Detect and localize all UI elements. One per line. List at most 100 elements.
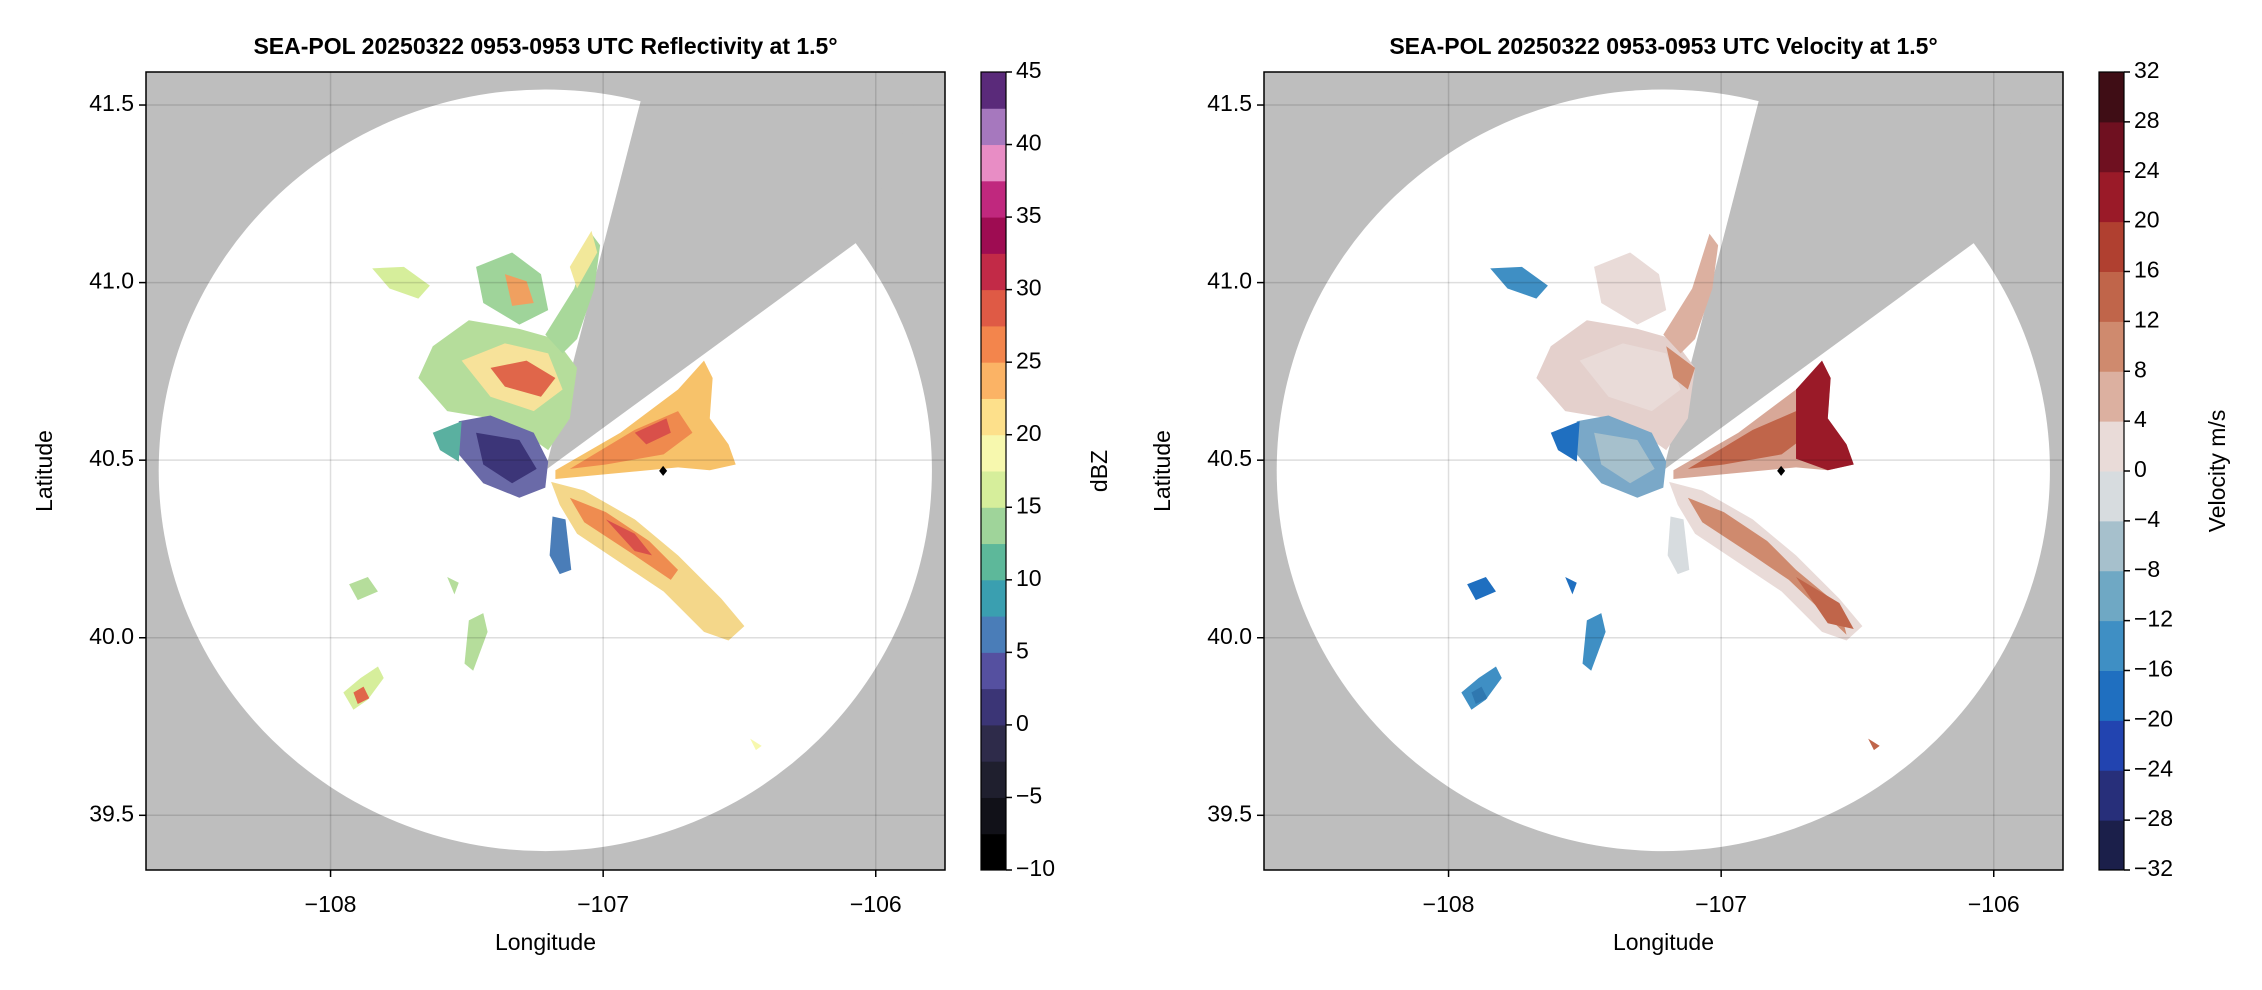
colorbar-bin <box>981 761 1006 798</box>
colorbar-bin <box>2099 271 2124 322</box>
colorbar-label: Velocity m/s <box>2204 410 2230 533</box>
plot-frame <box>145 71 946 871</box>
colorbar-bin <box>981 688 1006 726</box>
colorbar-bin <box>2099 720 2124 771</box>
colorbar-bin <box>2099 820 2124 871</box>
colorbar-tick-label: 15 <box>1016 492 1042 518</box>
colorbar-tick-label: 30 <box>1016 275 1042 301</box>
colorbar-tick-label: −10 <box>1016 855 1055 881</box>
colorbar-tick-label: 8 <box>2134 356 2147 382</box>
colorbar-bin <box>2099 670 2124 721</box>
y-tick-label: 40.0 <box>89 623 134 649</box>
colorbar-tick-label: −32 <box>2134 855 2173 881</box>
colorbar-bin <box>981 507 1006 545</box>
radar-site <box>1777 465 1786 476</box>
colorbar-label: dBZ <box>1086 450 1112 492</box>
x-axis-label: Longitude <box>495 929 596 955</box>
y-tick-label: 41.5 <box>89 90 134 116</box>
colorbar-bin <box>2099 321 2124 372</box>
colorbar-bin <box>2099 770 2124 821</box>
y-tick-label: 40.5 <box>1207 445 1252 471</box>
colorbar-tick-label: 0 <box>2134 456 2147 482</box>
y-tick-label: 40.5 <box>89 445 134 471</box>
colorbar-bin <box>981 471 1006 508</box>
x-axis-label: Longitude <box>1613 929 1714 955</box>
y-tick-label: 40.0 <box>1207 623 1252 649</box>
y-tick-label: 41.5 <box>1207 90 1252 116</box>
chart-title: SEA-POL 20250322 0953-0953 UTC Velocity … <box>1389 33 1937 59</box>
y-tick-label: 41.0 <box>89 268 134 294</box>
colorbar-bin <box>981 217 1006 254</box>
panel-velocity <box>1263 72 2063 870</box>
radar-site <box>659 465 668 476</box>
colorbar-bin <box>2099 421 2124 472</box>
colorbar-bin <box>981 289 1006 327</box>
colorbar-bin <box>2099 570 2124 622</box>
colorbar-tick-label: −8 <box>2134 556 2160 582</box>
colorbar-tick-label: 10 <box>1016 565 1042 591</box>
colorbar-tick-label: 16 <box>2134 257 2160 283</box>
colorbar-tick-label: −12 <box>2134 606 2173 632</box>
y-axis-label: Latitude <box>1149 430 1175 512</box>
colorbar-tick-label: −20 <box>2134 705 2173 731</box>
y-tick-label: 39.5 <box>89 800 134 826</box>
colorbar-tick-label: −16 <box>2134 656 2173 682</box>
colorbar-bin <box>981 543 1006 581</box>
colorbar-bin <box>981 180 1006 218</box>
colorbar-bin <box>981 144 1006 182</box>
x-tick-label: −106 <box>850 891 902 917</box>
x-tick-label: −107 <box>577 891 629 917</box>
colorbar-bin <box>2099 171 2124 223</box>
colorbar-bin <box>981 434 1006 472</box>
plot-frame <box>1263 71 2064 871</box>
colorbar-tick-label: 24 <box>2134 157 2160 183</box>
colorbar-tick-label: 25 <box>1016 347 1042 373</box>
colorbar-bin <box>2099 72 2124 123</box>
y-tick-label: 39.5 <box>1207 800 1252 826</box>
y-axis-label: Latitude <box>31 430 57 512</box>
x-tick-label: −108 <box>305 891 357 917</box>
colorbar-tick-label: 40 <box>1016 130 1042 156</box>
colorbar-tick-label: 45 <box>1016 57 1042 83</box>
colorbar-frame <box>980 71 1007 871</box>
colorbar-tick-label: 28 <box>2134 107 2160 133</box>
colorbar-bin <box>2099 371 2124 422</box>
colorbar-bin <box>981 724 1006 762</box>
panel-reflectivity <box>145 72 945 870</box>
colorbar-bin <box>981 362 1006 399</box>
y-tick-label: 41.0 <box>1207 268 1252 294</box>
colorbar-bin <box>981 616 1006 653</box>
colorbar-tick-label: 35 <box>1016 202 1042 228</box>
colorbar-tick-label: 5 <box>1016 637 1029 663</box>
colorbar-bin <box>2099 221 2124 272</box>
x-tick-label: −106 <box>1968 891 2020 917</box>
chart-title: SEA-POL 20250322 0953-0953 UTC Reflectiv… <box>253 33 837 59</box>
colorbar-tick-label: 0 <box>1016 710 1029 736</box>
x-tick-label: −107 <box>1695 891 1747 917</box>
colorbar-bin <box>981 833 1006 871</box>
colorbar-bin <box>981 797 1006 835</box>
x-tick-label: −108 <box>1423 891 1475 917</box>
colorbar-tick-label: 4 <box>2134 406 2147 432</box>
colorbar-bin <box>981 325 1006 363</box>
colorbar-tick-label: 20 <box>2134 207 2160 233</box>
radar-backgrounds <box>145 72 2063 870</box>
colorbar-tick-label: 20 <box>1016 420 1042 446</box>
colorbar-bin <box>981 398 1006 436</box>
colorbar-tick-label: −24 <box>2134 755 2173 781</box>
colorbar-bin <box>2099 121 2124 173</box>
colorbar-bin <box>981 72 1006 109</box>
colorbar-tick-label: 12 <box>2134 306 2160 332</box>
colorbar-bin <box>981 652 1006 690</box>
colorbar-bin <box>2099 471 2124 522</box>
colorbar-tick-label: 32 <box>2134 57 2160 83</box>
colorbar-bin <box>981 253 1006 291</box>
colorbar-bin <box>2099 520 2124 572</box>
colorbar-tick-label: −28 <box>2134 805 2173 831</box>
colorbar-bin <box>981 108 1006 146</box>
colorbar-bin <box>981 579 1006 617</box>
colorbar-bin <box>2099 620 2124 671</box>
colorbar-tick-label: −4 <box>2134 506 2160 532</box>
colorbar-tick-label: −5 <box>1016 783 1042 809</box>
